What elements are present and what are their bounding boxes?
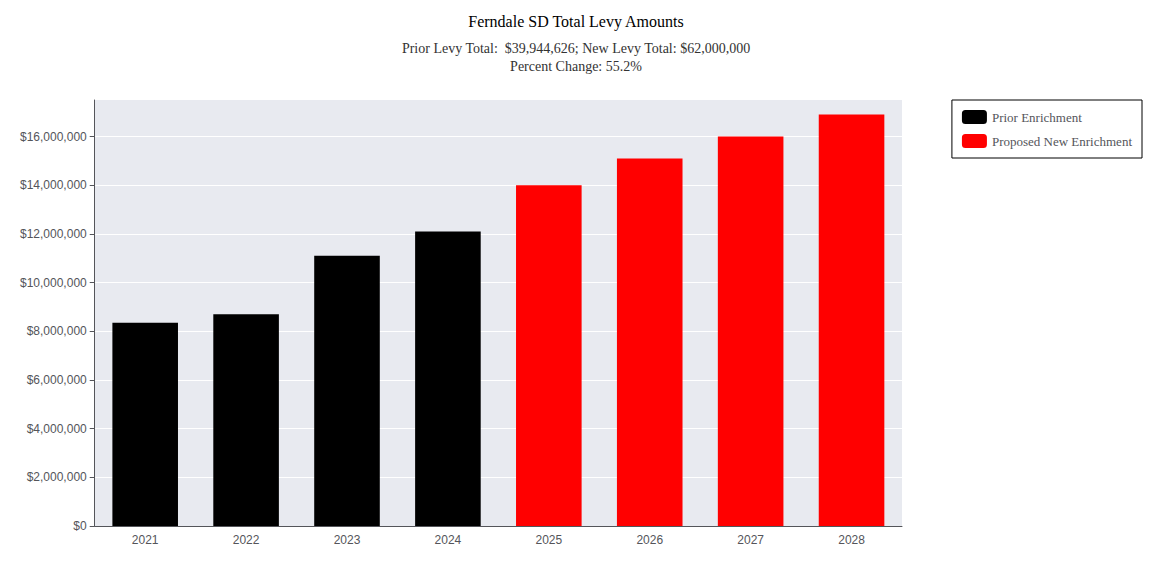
svg-text:$8,000,000: $8,000,000 [27, 324, 87, 338]
svg-text:Prior Levy Total: $39,944,626: Prior Levy Total: $39,944,626; New Levy … [402, 41, 750, 56]
svg-text:2021: 2021 [132, 533, 159, 547]
svg-text:$10,000,000: $10,000,000 [20, 276, 87, 290]
svg-text:Prior Enrichment: Prior Enrichment [992, 110, 1082, 125]
svg-text:$14,000,000: $14,000,000 [20, 178, 87, 192]
svg-text:$12,000,000: $12,000,000 [20, 227, 87, 241]
svg-text:2022: 2022 [233, 533, 260, 547]
svg-text:Percent Change: 55.2%: Percent Change: 55.2% [510, 59, 642, 74]
svg-text:2028: 2028 [838, 533, 865, 547]
svg-text:$0: $0 [73, 519, 87, 533]
svg-text:$2,000,000: $2,000,000 [27, 470, 87, 484]
svg-text:Proposed New Enrichment: Proposed New Enrichment [992, 134, 1132, 149]
svg-text:2024: 2024 [435, 533, 462, 547]
svg-text:2027: 2027 [737, 533, 764, 547]
svg-text:$16,000,000: $16,000,000 [20, 130, 87, 144]
svg-text:2026: 2026 [636, 533, 663, 547]
svg-text:2025: 2025 [535, 533, 562, 547]
svg-text:$6,000,000: $6,000,000 [27, 373, 87, 387]
svg-text:$4,000,000: $4,000,000 [27, 422, 87, 436]
svg-text:Ferndale SD Total Levy Amounts: Ferndale SD Total Levy Amounts [468, 13, 683, 31]
svg-text:2023: 2023 [334, 533, 361, 547]
